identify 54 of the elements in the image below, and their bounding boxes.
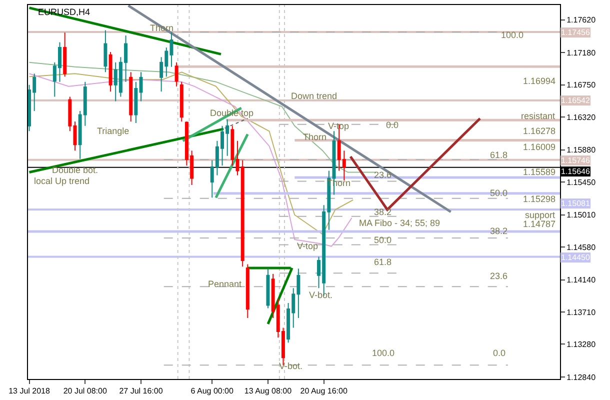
x-tick-label: 20 Jul 08:00 [63,386,108,396]
annotation: 1.15298 [523,194,556,204]
annotation: 61.8 [374,257,392,267]
ref-line-label: 1.15081 [561,199,590,208]
x-tick-label: 20 Aug 16:00 [300,386,348,396]
annotation: V-top [297,241,318,251]
annotation: 50.0 [490,188,508,198]
annotation: 0.0 [493,348,506,358]
annotation: Thorn [303,132,327,142]
annotation: 1.15589 [523,167,556,177]
annotation: support [525,210,556,220]
annotation: 100.0 [501,30,524,40]
y-tick-label: 1.14580 [566,242,596,252]
y-tick-label: 1.15880 [566,146,596,155]
x-tick-label: 27 Jul 16:00 [119,386,164,396]
x-tick-label: 13 Aug 08:00 [244,386,292,396]
y-tick-label: 1.16750 [566,80,596,90]
annotation: 38.2 [490,226,508,236]
x-tick-label: 6 Aug 00:00 [190,386,234,396]
ref-line-label: 1.17456 [561,28,590,37]
annotation: Down trend [291,91,338,101]
annotation: 1.14787 [523,219,556,229]
x-tick-label: 13 Jul 2018 [8,386,50,396]
annotation: V-bot. [309,290,333,300]
y-tick-label: 1.17180 [566,48,596,58]
annotation: 1.16009 [523,142,556,152]
y-tick-label: 1.13710 [566,308,596,317]
y-tick-label: 1.16320 [566,112,596,122]
annotation: 61.8 [490,150,508,160]
annotation: Triangle [97,126,130,136]
y-tick-label: 1.15010 [566,210,596,220]
y-tick-label: 1.12840 [566,372,596,382]
annotation: 100.0 [372,348,395,358]
ref-line-label: 1.14450 [561,253,590,262]
annotation: 23.6 [374,170,392,180]
ref-line-label: 1.16542 [561,96,590,105]
annotation: Double bot. [52,165,98,175]
ref-line-label: 1.15646 [561,167,590,176]
annotation: 38.2 [374,207,392,217]
y-tick-label: 1.15450 [566,178,596,187]
annotation: 0.0 [386,120,399,130]
annotation: 23.6 [490,271,508,281]
annotation: local Up trend [34,176,90,186]
annotation: MA Fibo - 34; 55; 89 [359,218,440,228]
annotation: 50.0 [374,235,392,245]
annotation: resistant [521,111,556,121]
annotation: 1.16278 [523,126,556,136]
y-tick-label: 1.13280 [566,340,596,349]
y-tick-label: 1.17620 [566,16,596,25]
annotation: Pennant [208,279,242,289]
ref-line-label: 1.15746 [561,156,590,165]
y-tick-label: 1.14140 [566,276,596,285]
annotation: V-bot. [279,361,303,371]
annotation: 1.16994 [523,76,556,86]
